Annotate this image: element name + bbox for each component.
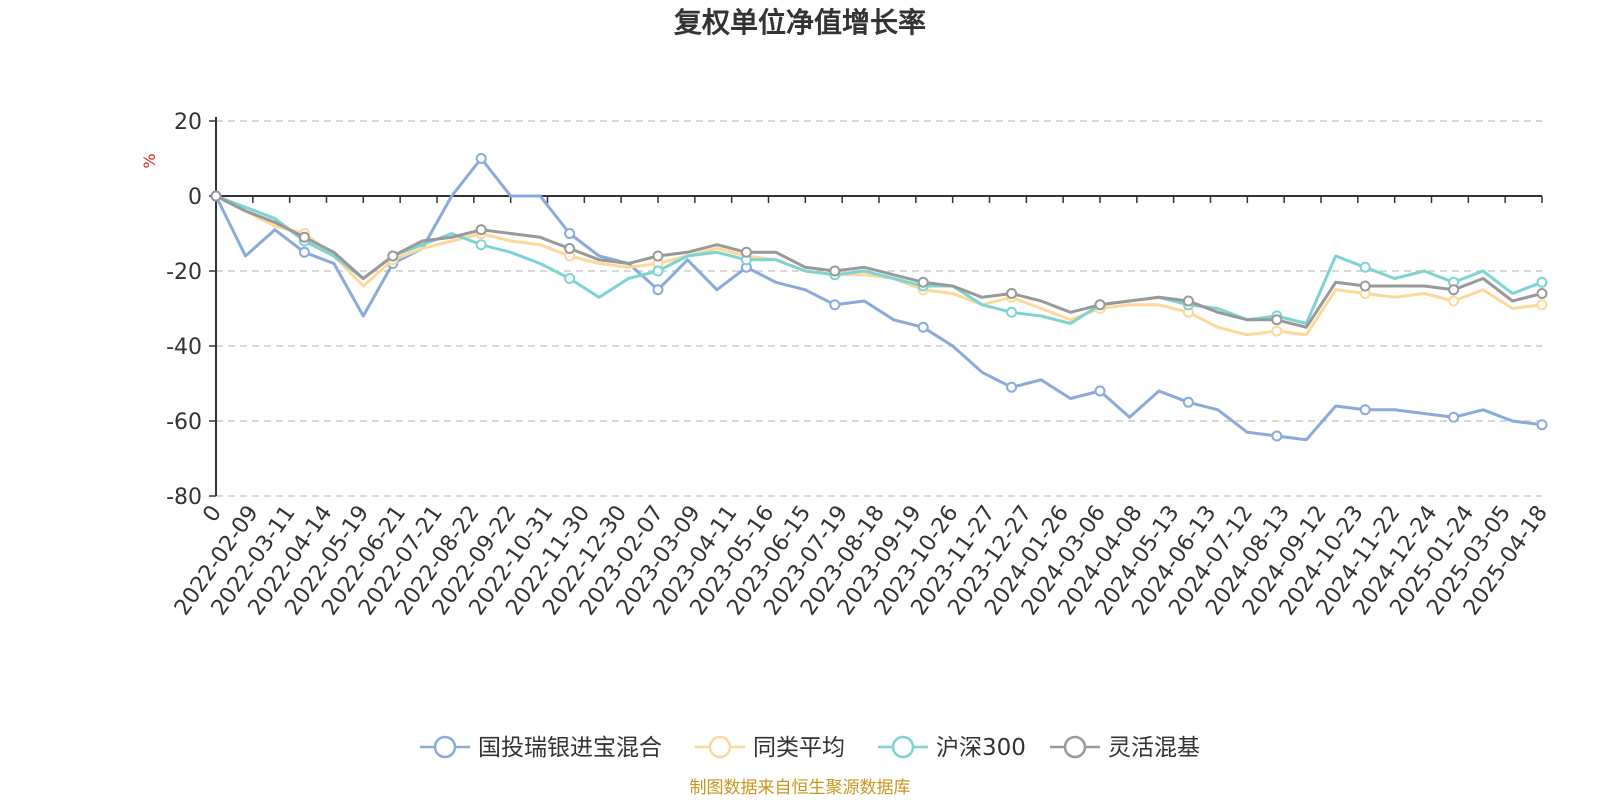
grid-lines [216, 120, 1542, 497]
series-point [1536, 276, 1548, 288]
series-point [1359, 280, 1371, 292]
chart-title: 复权单位净值增长率 [674, 6, 926, 39]
series-line-2 [215, 194, 1543, 325]
series-point [652, 265, 664, 277]
series-point [475, 153, 487, 164]
legend-marker [433, 735, 457, 759]
axes [215, 117, 1542, 496]
series-point [740, 246, 752, 258]
series-point [829, 265, 841, 277]
series-point [652, 250, 664, 262]
legend-label: 灵活混基 [1108, 735, 1200, 761]
series-point [1271, 314, 1283, 326]
series-point [1006, 381, 1018, 393]
series-line-1 [215, 194, 1543, 337]
series-line-0 [214, 157, 1543, 442]
y-tick-label: -80 [166, 485, 202, 510]
series-point [1006, 288, 1018, 299]
series-point [298, 231, 310, 243]
y-tick-label: -40 [166, 335, 202, 360]
y-tick-label: -60 [166, 410, 202, 435]
series-point [475, 224, 487, 236]
series-point [1094, 385, 1106, 397]
series-lines [210, 153, 1548, 442]
legend-item[interactable]: 国投瑞银进宝混合 [420, 735, 662, 761]
x-axis-ticks: 02022-02-092022-03-112022-04-142022-05-1… [170, 196, 1553, 620]
series-point [1359, 261, 1371, 273]
legend-label: 沪深300 [936, 735, 1026, 761]
series-point [1094, 299, 1106, 311]
series-point [564, 228, 576, 239]
series-point [298, 246, 310, 258]
legend-item[interactable]: 沪深300 [878, 735, 1026, 761]
series-point [829, 299, 841, 311]
legend-marker [1063, 735, 1087, 759]
series-point [1006, 306, 1018, 318]
legend-item[interactable]: 同类平均 [695, 735, 845, 761]
series-point [1536, 419, 1548, 431]
series-point [1448, 411, 1460, 423]
legend-label: 同类平均 [753, 735, 845, 761]
series-point [564, 243, 576, 254]
series-point [210, 190, 222, 202]
x-tick-label: 0 [198, 501, 227, 527]
series-line-3 [215, 194, 1543, 329]
series-point [1182, 295, 1194, 307]
y-axis-ticks: 20 0 -20 -40 -60 -80 [166, 110, 216, 510]
series-point [1536, 288, 1548, 299]
y-axis-unit: % [140, 153, 159, 168]
series-point [475, 239, 487, 251]
y-tick-label: 0 [188, 185, 202, 210]
legend[interactable]: 国投瑞银进宝混合 同类平均 沪深300 灵活混基 [420, 735, 1200, 761]
series-point [1448, 284, 1460, 296]
series-point [652, 284, 664, 296]
legend-marker [891, 735, 915, 759]
legend-item[interactable]: 灵活混基 [1050, 735, 1200, 761]
legend-marker [708, 735, 732, 759]
series-point [1271, 430, 1283, 442]
series-point [1182, 396, 1194, 408]
y-tick-label: -20 [166, 260, 202, 285]
series-point [1536, 299, 1548, 311]
series-point [1448, 295, 1460, 307]
series-point [1359, 404, 1371, 416]
legend-label: 国投瑞银进宝混合 [478, 735, 662, 761]
series-point [387, 250, 399, 262]
series-point [917, 276, 929, 288]
y-tick-label: 20 [174, 110, 202, 135]
source-note: 制图数据来自恒生聚源数据库 [690, 778, 911, 798]
series-point [1271, 325, 1283, 337]
series-point [917, 321, 929, 333]
series-point [564, 273, 576, 284]
